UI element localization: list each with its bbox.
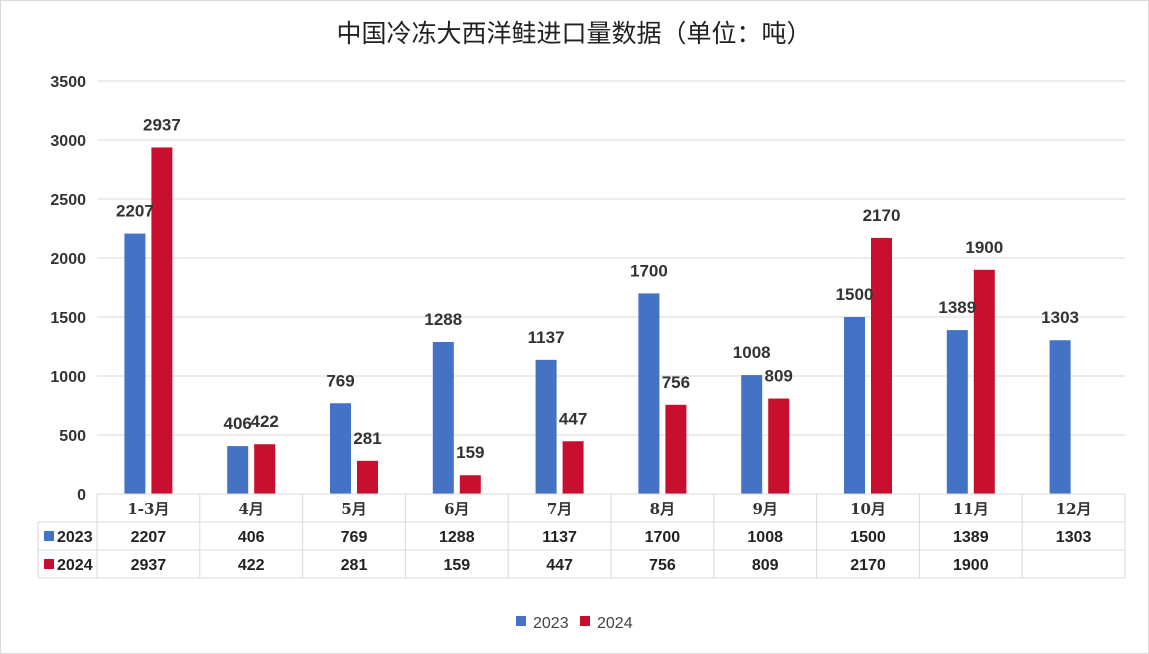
table-cell: 447 bbox=[546, 557, 573, 574]
data-label-2024: 2170 bbox=[863, 206, 901, 225]
category-label: 1-3月 bbox=[127, 500, 169, 518]
bar-2024 bbox=[768, 398, 790, 494]
table-cell: 2937 bbox=[131, 557, 167, 574]
bar-2024 bbox=[665, 404, 687, 494]
table-cell: 1900 bbox=[953, 557, 989, 574]
data-label-2023: 1500 bbox=[836, 285, 874, 304]
data-label-2024: 809 bbox=[765, 367, 793, 386]
bar-2023 bbox=[124, 233, 146, 494]
y-tick-label: 0 bbox=[77, 487, 86, 504]
table-cell: 2170 bbox=[850, 557, 886, 574]
bar-2023 bbox=[535, 359, 557, 494]
category-label: 5月 bbox=[341, 500, 366, 518]
bar-2024 bbox=[151, 147, 173, 494]
table-cell: 2207 bbox=[131, 529, 167, 546]
data-label-2023: 1389 bbox=[938, 298, 976, 317]
data-label-2024: 159 bbox=[456, 443, 484, 462]
table-cell: 281 bbox=[341, 557, 368, 574]
category-label: 12月 bbox=[1056, 500, 1092, 518]
bar-2024 bbox=[459, 475, 481, 494]
y-tick-label: 1000 bbox=[50, 369, 86, 386]
data-label-2023: 1700 bbox=[630, 261, 668, 280]
bar-2023 bbox=[330, 403, 351, 494]
table-cell: 406 bbox=[238, 529, 265, 546]
y-tick-label: 3000 bbox=[50, 133, 86, 150]
legend-label-2023: 2023 bbox=[533, 615, 569, 632]
legend-label-2024: 2024 bbox=[597, 615, 633, 632]
bar-2023 bbox=[741, 375, 763, 494]
bar-2023 bbox=[844, 317, 865, 494]
bar-2024 bbox=[254, 444, 276, 494]
table-row-label-2023: 2023 bbox=[57, 529, 93, 546]
y-tick-label: 3500 bbox=[50, 74, 86, 91]
data-label-2023: 1137 bbox=[528, 328, 565, 347]
table-legend-key-2024 bbox=[44, 559, 54, 569]
bar-2023 bbox=[227, 446, 249, 494]
bar-2023 bbox=[1049, 340, 1071, 494]
bar-2024 bbox=[562, 441, 584, 494]
table-cell: 422 bbox=[238, 557, 265, 574]
bar-2024 bbox=[973, 269, 995, 494]
table-cell: 1389 bbox=[953, 529, 989, 546]
data-label-2023: 2207 bbox=[116, 202, 154, 221]
bar-2023 bbox=[638, 293, 660, 494]
table-cell: 1137 bbox=[542, 529, 577, 546]
table-cell: 809 bbox=[752, 557, 779, 574]
data-table: 1-3月 4月 5月 6月 7月 8月 9月 10月 11月 12月 2023 2207 406 769 1… bbox=[37, 493, 1126, 579]
data-label-2023: 1303 bbox=[1041, 308, 1079, 327]
y-tick-label: 1500 bbox=[50, 310, 86, 327]
category-label: 10月 bbox=[850, 500, 886, 518]
legend-key-2024 bbox=[580, 616, 590, 626]
category-label: 4月 bbox=[238, 500, 263, 518]
table-cell: 769 bbox=[341, 529, 368, 546]
data-labels: 2207 406 769 1288 1137 1700 1008 1500 1389 1303 29… bbox=[116, 115, 1079, 462]
legend: 2023 2024 bbox=[516, 615, 633, 632]
y-tick-label: 2000 bbox=[50, 251, 86, 268]
data-label-2024: 281 bbox=[353, 429, 381, 448]
data-label-2023: 1008 bbox=[733, 343, 771, 362]
data-label-2023: 406 bbox=[224, 414, 252, 433]
table-cell: 1008 bbox=[747, 529, 783, 546]
table-row-label-2024: 2024 bbox=[57, 557, 93, 574]
bar-2023 bbox=[946, 330, 968, 494]
legend-key-2023 bbox=[516, 616, 526, 626]
bars bbox=[124, 147, 1071, 494]
data-label-2024: 422 bbox=[251, 412, 279, 431]
data-label-2023: 769 bbox=[326, 371, 354, 390]
y-axis: 0 500 1000 1500 2000 2500 3000 3500 bbox=[50, 74, 86, 504]
data-label-2024: 2937 bbox=[143, 115, 181, 134]
data-label-2024: 1900 bbox=[965, 238, 1003, 257]
category-label: 7月 bbox=[547, 500, 572, 518]
bar-2024 bbox=[871, 237, 892, 494]
category-label: 9月 bbox=[752, 500, 777, 518]
table-cell: 1700 bbox=[645, 529, 681, 546]
data-label-2024: 447 bbox=[559, 409, 587, 428]
category-label: 8月 bbox=[650, 500, 675, 518]
bar-2023 bbox=[432, 342, 454, 494]
table-cell: 1500 bbox=[850, 529, 886, 546]
category-label: 6月 bbox=[444, 500, 469, 518]
table-legend-key-2023 bbox=[44, 531, 54, 541]
y-tick-label: 500 bbox=[59, 428, 86, 445]
table-cell: 159 bbox=[443, 557, 470, 574]
data-label-2023: 1288 bbox=[424, 310, 462, 329]
bar-2024 bbox=[357, 460, 378, 494]
table-cell: 756 bbox=[649, 557, 676, 574]
y-tick-label: 2500 bbox=[50, 192, 86, 209]
category-label: 11月 bbox=[953, 500, 989, 518]
table-cell: 1288 bbox=[439, 529, 475, 546]
chart-title: 中国冷冻大西洋鲑进口量数据（单位：吨） bbox=[336, 19, 811, 48]
data-label-2024: 756 bbox=[662, 373, 690, 392]
table-cell: 1303 bbox=[1056, 529, 1092, 546]
